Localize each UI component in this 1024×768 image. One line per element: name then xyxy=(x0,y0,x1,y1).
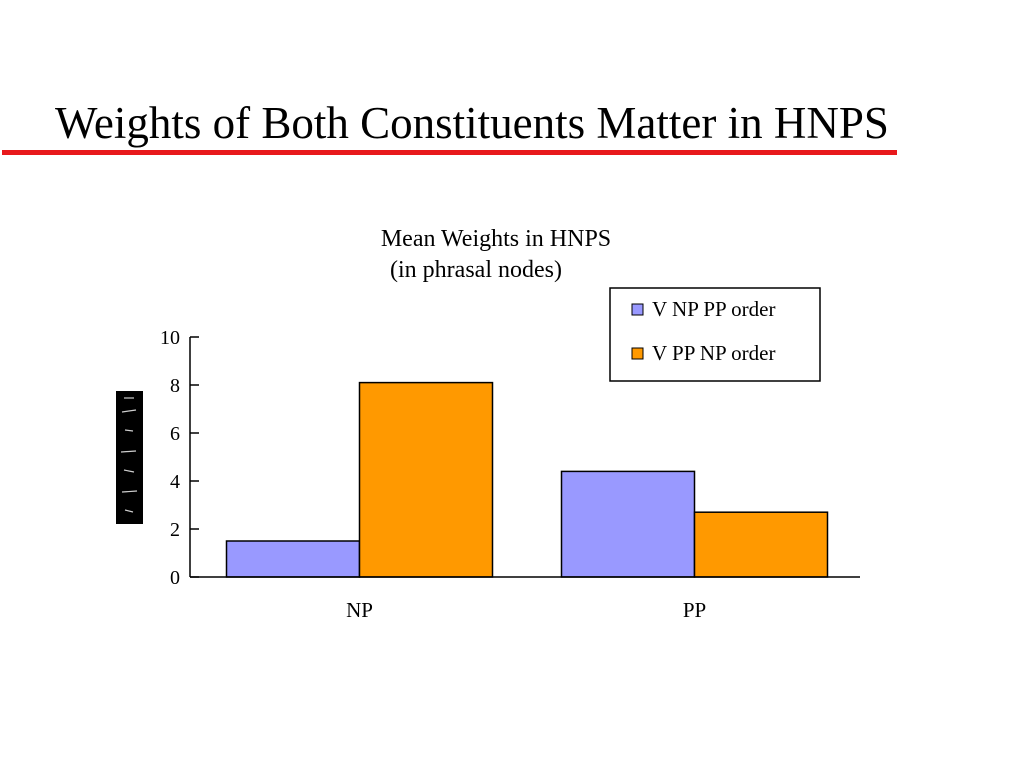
y-tick-label: 8 xyxy=(170,375,180,397)
legend-swatch xyxy=(631,303,644,316)
y-axis-label-block xyxy=(116,391,143,524)
bar-pp-series-1 xyxy=(560,470,696,578)
y-axis-ticks: 0 2 4 6 8 10 xyxy=(160,327,199,589)
y-tick-label: 10 xyxy=(160,327,180,349)
x-category-label: PP xyxy=(683,598,706,622)
axes xyxy=(189,337,860,578)
y-axis-label-block-noise xyxy=(120,397,138,513)
chart-title-line-2: (in phrasal nodes) xyxy=(390,257,562,283)
bar-np-series-2 xyxy=(358,381,494,578)
legend-label: V PP NP order xyxy=(652,341,776,365)
legend-box xyxy=(609,287,821,382)
bar-pp-series-2 xyxy=(693,511,829,578)
bar-np-series-1 xyxy=(225,540,361,578)
bars xyxy=(225,381,829,578)
title-underline xyxy=(2,150,897,155)
x-category-label: NP xyxy=(346,598,373,622)
chart-title: Mean Weights in HNPS (in phrasal nodes) xyxy=(381,226,611,283)
y-tick-label: 2 xyxy=(170,519,180,541)
slide-title: Weights of Both Constituents Matter in H… xyxy=(55,98,889,148)
y-tick-label: 4 xyxy=(170,471,180,493)
legend: V NP PP order V PP NP order xyxy=(609,287,821,382)
legend-swatch xyxy=(631,347,644,360)
y-tick-label: 0 xyxy=(170,567,180,589)
chart-title-line-1: Mean Weights in HNPS xyxy=(381,226,611,252)
y-tick-label: 6 xyxy=(170,423,180,445)
legend-label: V NP PP order xyxy=(652,297,776,321)
x-axis-labels: NP PP xyxy=(346,598,706,622)
